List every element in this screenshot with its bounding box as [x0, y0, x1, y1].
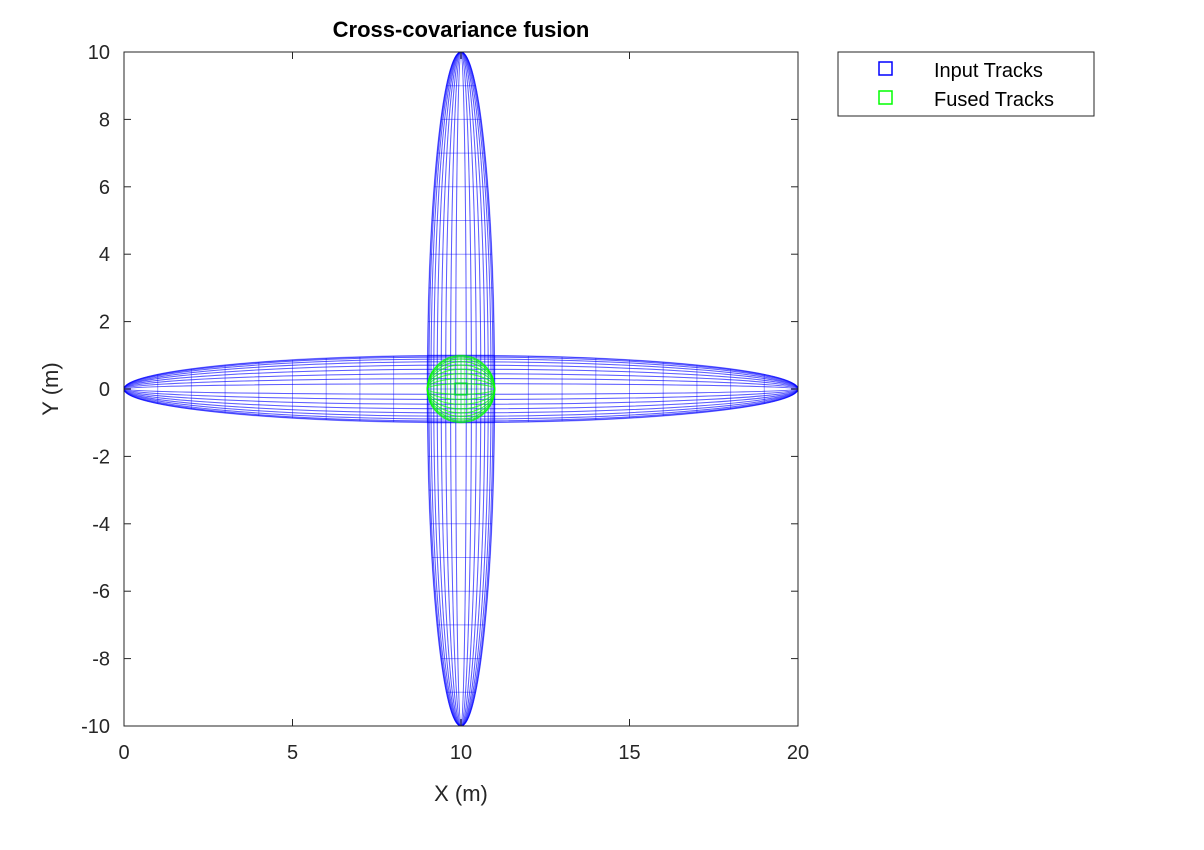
- legend-label-input-tracks: Input Tracks: [934, 60, 1043, 82]
- mesh-line: [426, 355, 496, 423]
- y-tick-label: -6: [92, 581, 110, 603]
- mesh-line: [426, 364, 496, 414]
- center-marker: [454, 382, 468, 396]
- legend: Input Tracks Fused Tracks: [837, 51, 1095, 117]
- mesh-line: [426, 355, 496, 423]
- mesh-line: [426, 368, 496, 410]
- mesh-line: [426, 358, 496, 420]
- x-tick-label: 0: [118, 742, 129, 764]
- y-axis-label: Y (m): [38, 362, 63, 415]
- y-tick-label: -8: [92, 649, 110, 671]
- chart-title: Cross-covariance fusion: [333, 17, 590, 42]
- y-tick-label: 10: [88, 42, 110, 64]
- y-tick-label: 2: [99, 312, 110, 334]
- mesh-line: [426, 373, 496, 405]
- y-tick-label: 0: [99, 379, 110, 401]
- mesh-line: [426, 378, 496, 400]
- x-tick-label: 20: [787, 742, 809, 764]
- mesh-line: [426, 368, 496, 410]
- track-ellipses: [123, 51, 799, 727]
- x-tick-label: 5: [287, 742, 298, 764]
- x-tick-label: 10: [450, 742, 472, 764]
- y-tick-label: 8: [99, 109, 110, 131]
- mesh-line: [426, 358, 496, 420]
- legend-marker-fused-tracks: [878, 90, 893, 105]
- mesh-line: [426, 361, 496, 417]
- mesh-line: [426, 383, 496, 395]
- mesh-line: [426, 373, 496, 405]
- mesh-line: [426, 378, 496, 400]
- mesh-line: [426, 364, 496, 414]
- mesh-line: [426, 354, 496, 424]
- mesh-line: [426, 383, 496, 395]
- y-tick-label: -4: [92, 514, 110, 536]
- ellipse-mesh: [426, 354, 496, 424]
- mesh-line: [426, 356, 496, 422]
- y-tick-label: 6: [99, 177, 110, 199]
- legend-label-fused-tracks: Fused Tracks: [934, 89, 1054, 111]
- y-tick-label: -10: [81, 716, 110, 738]
- y-tick-label: 4: [99, 244, 110, 266]
- series-1: [426, 354, 496, 424]
- x-tick-label: 15: [618, 742, 640, 764]
- mesh-line: [426, 361, 496, 417]
- axis-ticks: 0 5 10 15 20 -10 -8 -6 -4 -2 0 2 4 6 8 10: [81, 42, 809, 764]
- mesh-line: [426, 356, 496, 422]
- y-tick-label: -2: [92, 446, 110, 468]
- x-axis-label: X (m): [434, 781, 488, 806]
- legend-marker-input-tracks: [878, 61, 893, 76]
